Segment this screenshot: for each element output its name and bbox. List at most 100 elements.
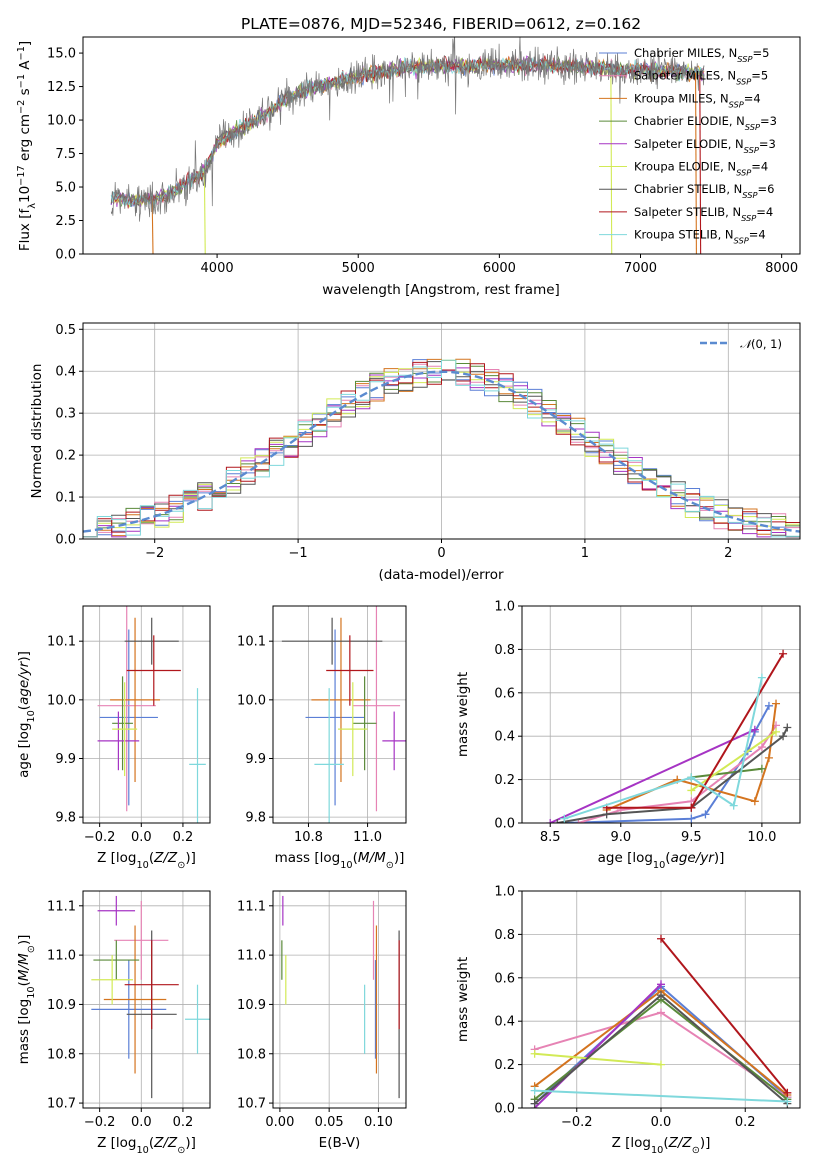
weight-marker bbox=[750, 797, 759, 806]
legend-entry: Kroupa MILES, NSSP=4 bbox=[634, 91, 761, 109]
model-spectrum-line bbox=[110, 55, 705, 207]
error-bar-point bbox=[338, 682, 368, 777]
weight-marker bbox=[701, 810, 710, 819]
weight-line bbox=[534, 1052, 662, 1066]
x-axis-label: age [log10(age/yr)] bbox=[598, 850, 725, 871]
weight-marker bbox=[530, 1049, 539, 1058]
age_vs_Z-plot-area bbox=[97, 606, 206, 823]
y-tick-label: 7.5 bbox=[55, 147, 76, 162]
y-tick-label: 0.0 bbox=[55, 248, 76, 263]
y-tick-label: 1.0 bbox=[494, 885, 515, 900]
x-tick-label: −1 bbox=[289, 546, 308, 561]
axes-frame bbox=[82, 605, 211, 824]
y-tick-label: 1.0 bbox=[494, 600, 515, 615]
weight-line bbox=[660, 938, 789, 1094]
error-bar-point bbox=[382, 711, 406, 771]
y-tick-label: 15.0 bbox=[47, 47, 76, 62]
weight-marker bbox=[687, 814, 696, 823]
spectrum-edge-line bbox=[610, 69, 613, 254]
weight-marker bbox=[657, 934, 665, 943]
y-tick-label: 0.1 bbox=[55, 491, 76, 506]
error-bar-point bbox=[352, 676, 377, 771]
weight-marker bbox=[530, 1099, 539, 1108]
weight-marker bbox=[779, 649, 788, 658]
x-axis-label: E(B-V) bbox=[319, 1135, 361, 1151]
x-tick-label: 0.0 bbox=[131, 1115, 152, 1130]
x-tick-label: 10.8 bbox=[294, 830, 323, 845]
chart-title: PLATE=0876, MJD=52346, FIBERID=0612, z=0… bbox=[241, 15, 641, 33]
axes-frame bbox=[272, 890, 407, 1109]
model-spectrum-line bbox=[110, 55, 705, 207]
y-tick-label: 2.5 bbox=[55, 214, 76, 229]
error-bar-point bbox=[97, 711, 140, 771]
error-bar-point bbox=[124, 940, 179, 1030]
y-axis-label: mass weight bbox=[455, 672, 471, 757]
legend: Chabrier MILES, NSSP=5 Salpeter MILES, NS… bbox=[599, 46, 777, 246]
weight-line bbox=[533, 983, 662, 1108]
weight-marker bbox=[783, 1097, 792, 1106]
x-tick-label: 4000 bbox=[201, 261, 234, 276]
x-tick-label: −0.2 bbox=[84, 1115, 116, 1130]
x-tick-label: 5000 bbox=[342, 261, 375, 276]
y-axis-label: age [log10(age/yr)] bbox=[16, 651, 37, 778]
weight-marker bbox=[757, 764, 766, 773]
error-bar-point bbox=[326, 635, 374, 706]
model-spectrum-line bbox=[110, 56, 705, 208]
weight-marker bbox=[783, 1088, 792, 1097]
weight-marker bbox=[574, 819, 583, 823]
x-tick-label: 1 bbox=[581, 546, 589, 561]
y-tick-label: 11.1 bbox=[237, 899, 266, 914]
x-tick-label: 0.0 bbox=[651, 1115, 672, 1130]
error-bar-point bbox=[103, 925, 167, 1074]
mass_vs_ebv-plot-area bbox=[281, 895, 400, 1099]
weight-marker bbox=[764, 753, 773, 762]
model-spectrum-line bbox=[110, 56, 705, 209]
model-spectrum-line bbox=[110, 57, 705, 208]
y-tick-label: 10.9 bbox=[47, 998, 76, 1013]
x-tick-label: 7000 bbox=[624, 261, 657, 276]
x-tick-label: 9.0 bbox=[610, 830, 631, 845]
y-tick-label: 0.3 bbox=[55, 407, 76, 422]
error-bar-point bbox=[91, 960, 167, 1059]
x-tick-label: 0.05 bbox=[315, 1115, 344, 1130]
legend-entry: Salpeter STELIB, NSSP=4 bbox=[634, 205, 773, 223]
x-tick-label: 8000 bbox=[765, 261, 798, 276]
y-tick-label: 0.4 bbox=[494, 1015, 515, 1030]
weight-line bbox=[564, 705, 770, 823]
spectrum-edge-line bbox=[203, 170, 206, 254]
error-bar-point bbox=[311, 617, 371, 782]
y-tick-label: 0.8 bbox=[494, 928, 515, 943]
weight-marker bbox=[560, 814, 569, 823]
model-spectrum-line bbox=[111, 56, 705, 206]
axes-frame bbox=[82, 322, 801, 540]
legend-entry: Chabrier ELODIE, NSSP=3 bbox=[634, 114, 777, 132]
y-tick-label: 11.0 bbox=[47, 949, 76, 964]
y-tick-label: 10.9 bbox=[237, 998, 266, 1013]
y-tick-label: 11.0 bbox=[237, 949, 266, 964]
y-tick-label: 0.8 bbox=[494, 643, 515, 658]
weight-marker bbox=[687, 786, 696, 795]
weight-line bbox=[691, 767, 763, 779]
x-tick-label: −0.2 bbox=[84, 830, 116, 845]
error-bar-point bbox=[114, 900, 169, 980]
error-bar-point bbox=[126, 635, 181, 706]
y-tick-label: 0.2 bbox=[55, 449, 76, 464]
y-tick-label: 12.5 bbox=[47, 80, 76, 95]
x-tick-label: 9.5 bbox=[681, 830, 702, 845]
weight-line bbox=[563, 677, 763, 820]
x-tick-label: 0.0 bbox=[131, 830, 152, 845]
error-bar-point bbox=[185, 984, 210, 1054]
y-tick-label: 10.0 bbox=[47, 693, 76, 708]
x-tick-label: 2 bbox=[724, 546, 732, 561]
weights_vs_Z-plot-area bbox=[530, 934, 792, 1108]
error-bar-point bbox=[281, 617, 383, 665]
error-bar-point bbox=[352, 606, 401, 812]
y-tick-label: 0.2 bbox=[494, 773, 515, 788]
age_vs_Z-axes: −0.2 0.0 0.2 9.8 9.9 10.0 10.1 bbox=[47, 606, 210, 845]
y-tick-label: 9.8 bbox=[55, 811, 76, 826]
y-tick-label: 5.0 bbox=[55, 181, 76, 196]
error-bar-point bbox=[124, 617, 179, 665]
y-tick-label: 9.8 bbox=[245, 811, 266, 826]
x-tick-label: 0.2 bbox=[735, 1115, 756, 1130]
x-axis-label: wavelength [Angstrom, rest frame] bbox=[322, 282, 560, 298]
